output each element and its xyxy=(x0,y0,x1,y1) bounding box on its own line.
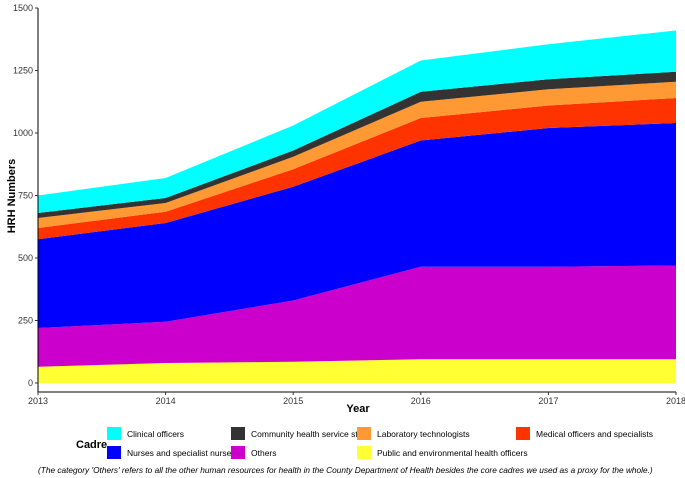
area-medical-officers-and-specialists xyxy=(38,98,676,240)
legend-label-public-and-environmental-health-officers: Public and environmental health officers xyxy=(377,448,528,458)
y-tick-label: 500 xyxy=(18,253,33,263)
legend-title: Cadre xyxy=(76,439,107,451)
legend-key-nurses-and-specialist-nurses xyxy=(107,446,121,459)
y-tick-label: 250 xyxy=(18,316,33,326)
y-axis-title: HRH Numbers xyxy=(6,159,18,234)
area-others xyxy=(38,265,676,367)
area-layers xyxy=(38,30,676,383)
legend-key-public-and-environmental-health-officers xyxy=(357,446,371,459)
legend-key-others xyxy=(231,446,245,459)
legend-label-community-health-service-staff: Community health service staff xyxy=(251,429,368,439)
legend-label-laboratory-technologists: Laboratory technologists xyxy=(377,429,470,439)
footnote: (The category 'Others' refers to all the… xyxy=(38,465,653,475)
legend-label-medical-officers-and-specialists: Medical officers and specialists xyxy=(536,429,653,439)
x-tick-label: 2013 xyxy=(28,396,48,406)
y-tick-label: 1250 xyxy=(13,66,33,76)
x-axis-title: Year xyxy=(346,403,370,415)
legend-label-others: Others xyxy=(251,448,277,458)
legend-key-laboratory-technologists xyxy=(357,427,371,440)
legend-label-clinical-officers: Clinical officers xyxy=(127,429,184,439)
area-public-and-environmental-health-officers xyxy=(38,359,676,383)
legend-label-nurses-and-specialist-nurses: Nurses and specialist nurses xyxy=(127,448,236,458)
x-tick-label: 2017 xyxy=(538,396,558,406)
x-tick-label: 2015 xyxy=(283,396,303,406)
x-tick-label: 2014 xyxy=(156,396,176,406)
area-laboratory-technologists xyxy=(38,81,676,228)
legend-key-community-health-service-staff xyxy=(231,427,245,440)
legend-key-clinical-officers xyxy=(107,427,121,440)
x-tick-label: 2016 xyxy=(411,396,431,406)
y-tick-label: 0 xyxy=(28,378,33,388)
y-tick-label: 1000 xyxy=(13,128,33,138)
x-tick-label: 2018 xyxy=(666,396,685,406)
axes: 0 250 500 750 1000 1250 1500 2013 2014 2015 2016 20… xyxy=(13,3,685,406)
y-tick-label: 750 xyxy=(18,191,33,201)
y-tick-label: 1500 xyxy=(13,3,33,13)
area-clinical-officers xyxy=(38,30,676,213)
legend-key-medical-officers-and-specialists xyxy=(516,427,530,440)
legend: Cadre Clinical officers Community health … xyxy=(76,427,653,459)
area-nurses-and-specialist-nurses xyxy=(38,123,676,328)
